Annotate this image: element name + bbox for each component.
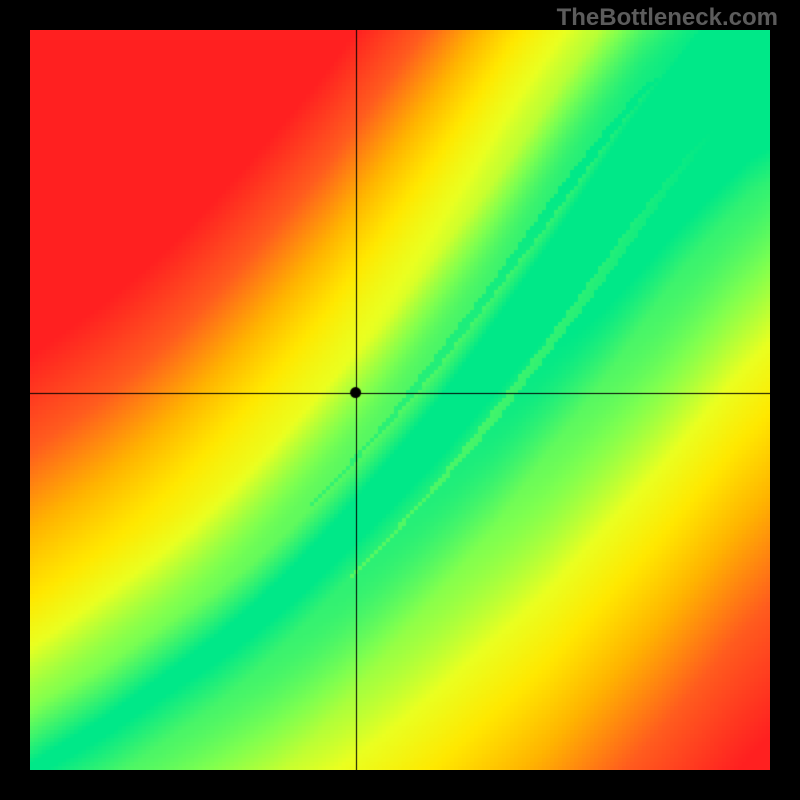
watermark-text: TheBottleneck.com [557, 4, 778, 32]
page-root: TheBottleneck.com [0, 0, 800, 800]
bottleneck-heatmap [30, 30, 770, 770]
plot-frame [30, 30, 770, 770]
